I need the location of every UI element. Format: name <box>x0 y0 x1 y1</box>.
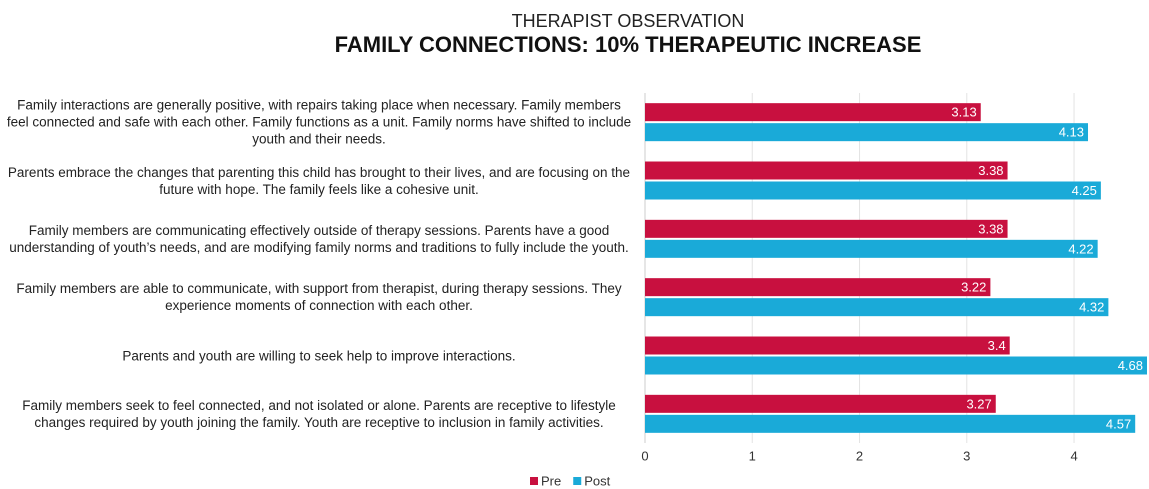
value-label: 4.57 <box>1106 416 1131 431</box>
bar <box>645 414 1136 433</box>
bar <box>645 161 1008 180</box>
value-label: 4.13 <box>1059 125 1084 140</box>
legend-label: Pre <box>541 473 561 488</box>
value-label: 3.22 <box>961 280 986 295</box>
value-label: 3.4 <box>988 338 1006 353</box>
x-tick-label: 0 <box>641 448 648 463</box>
value-label: 4.32 <box>1079 300 1104 315</box>
category-label: Family members are able to communicate, … <box>16 281 622 314</box>
category-label: Family members seek to feel connected, a… <box>22 397 616 430</box>
chart-title: FAMILY CONNECTIONS: 10% THERAPEUTIC INCR… <box>335 32 922 57</box>
x-tick-label: 4 <box>1070 448 1077 463</box>
bar <box>645 298 1109 317</box>
value-label: 3.38 <box>978 221 1003 236</box>
bar <box>645 219 1008 238</box>
category-label: Family interactions are generally positi… <box>6 97 632 147</box>
value-label: 4.22 <box>1068 241 1093 256</box>
bar <box>645 336 1010 355</box>
value-label: 3.13 <box>951 105 976 120</box>
x-tick-label: 1 <box>749 448 756 463</box>
legend-swatch <box>573 477 582 485</box>
value-label: 3.38 <box>978 163 1003 178</box>
bar <box>645 103 981 122</box>
bar <box>645 181 1101 200</box>
bar <box>645 278 991 297</box>
bar <box>645 356 1147 375</box>
category-label: Family members are communicating effecti… <box>9 222 629 255</box>
bar <box>645 239 1098 258</box>
legend-label: Post <box>584 473 610 488</box>
bar <box>645 394 996 413</box>
legend-swatch <box>530 477 538 485</box>
value-label: 4.25 <box>1072 183 1097 198</box>
chart-subtitle: THERAPIST OBSERVATION <box>512 11 745 31</box>
value-label: 3.27 <box>966 396 991 411</box>
x-tick-label: 3 <box>963 448 970 463</box>
x-tick-label: 2 <box>856 448 863 463</box>
category-label: Parents and youth are willing to seek he… <box>122 348 516 363</box>
category-label: Parents embrace the changes that parenti… <box>7 164 631 197</box>
value-label: 4.68 <box>1118 358 1143 373</box>
bar <box>645 123 1089 142</box>
